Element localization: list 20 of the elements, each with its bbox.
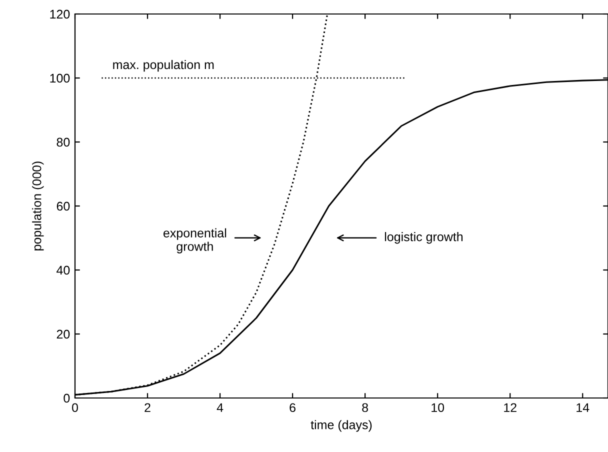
ref-line-label: max. population m — [113, 60, 214, 72]
x-tick-label: 6 — [290, 403, 296, 412]
y-axis-title: population (000) — [32, 162, 44, 250]
y-tick-label: 0 — [64, 394, 70, 403]
x-tick-label: 10 — [432, 403, 444, 412]
y-tick-label: 40 — [56, 266, 70, 275]
x-tick-label: 0 — [72, 403, 78, 412]
y-tick-label: 120 — [50, 10, 70, 19]
x-tick-label: 2 — [144, 403, 150, 412]
x-tick-label: 12 — [504, 403, 516, 412]
y-tick-label: 60 — [56, 202, 70, 211]
x-axis-title: time (days) — [310, 420, 372, 432]
annotation: logistic growth — [384, 232, 463, 244]
y-tick-label: 80 — [56, 138, 70, 147]
annotation: exponential growth — [164, 228, 226, 254]
x-tick-label: 14 — [576, 403, 590, 412]
x-tick-label: 8 — [362, 403, 368, 412]
y-tick-label: 20 — [56, 330, 70, 339]
y-tick-label: 100 — [50, 74, 70, 83]
x-tick-label: 4 — [216, 403, 224, 412]
